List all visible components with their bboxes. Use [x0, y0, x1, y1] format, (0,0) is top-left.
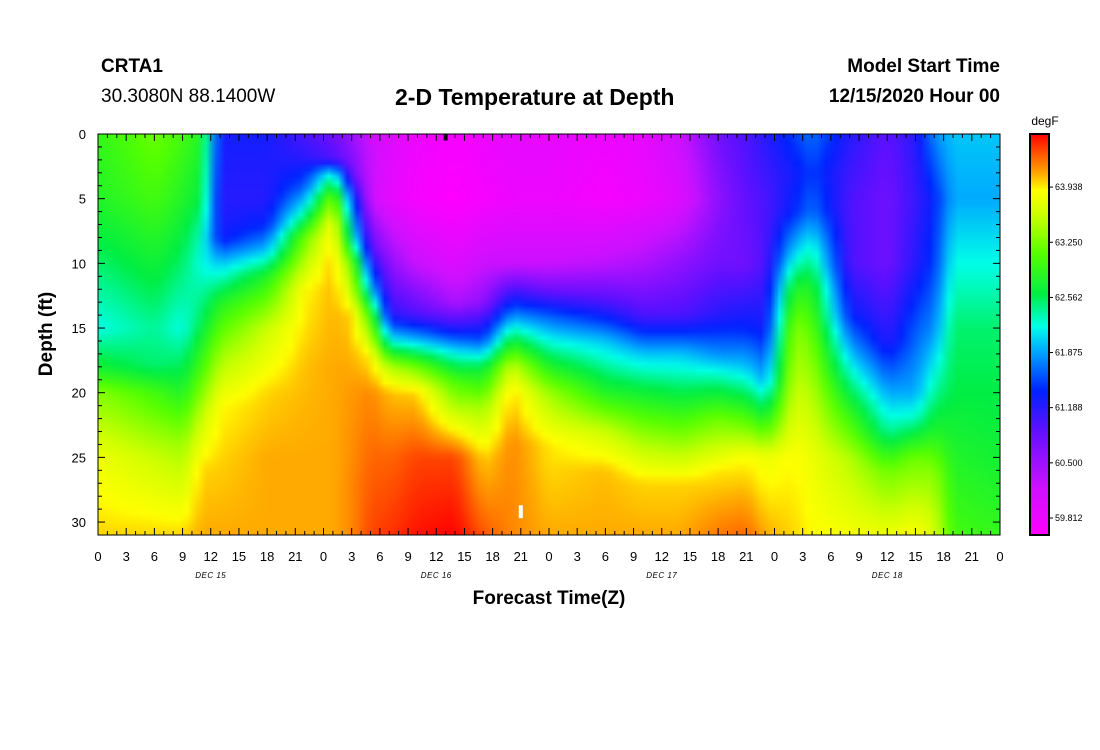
colorbar-label: 59.812 — [1055, 513, 1083, 523]
x-tick-label: 21 — [514, 549, 528, 564]
day-label: DEC 18 — [872, 571, 903, 580]
x-tick-label: 18 — [260, 549, 274, 564]
x-tick-label: 3 — [348, 549, 355, 564]
y-tick-label: 10 — [72, 256, 86, 271]
x-tick-label: 18 — [711, 549, 725, 564]
station-coordinates: 30.3080N 88.1400W — [101, 86, 276, 107]
x-tick-label: 12 — [429, 549, 443, 564]
x-tick-label: 12 — [880, 549, 894, 564]
day-label: DEC 17 — [646, 571, 677, 580]
y-axis: 0 5 10 15 20 25 30 — [72, 127, 1000, 536]
x-tick-label: 0 — [545, 549, 552, 564]
colorbar-label: 61.188 — [1055, 403, 1083, 413]
x-tick-label: 21 — [739, 549, 753, 564]
colorbar-label: 60.500 — [1055, 458, 1083, 468]
colorbar-units: degF — [1031, 114, 1058, 128]
chart-title: 2-D Temperature at Depth — [395, 84, 675, 110]
x-tick-label: 0 — [996, 549, 1003, 564]
heatmap-layer — [98, 134, 1000, 535]
x-tick-label: 6 — [151, 549, 158, 564]
x-tick-label: 15 — [232, 549, 246, 564]
x-tick-label: 21 — [288, 549, 302, 564]
x-tick-label: 6 — [376, 549, 383, 564]
x-tick-label: 9 — [630, 549, 637, 564]
day-label: DEC 16 — [421, 571, 452, 580]
y-tick-label: 30 — [72, 515, 86, 530]
colorbar-label: 61.875 — [1055, 348, 1083, 358]
colorbar: 63.938 63.250 62.562 61.875 61.188 60.500 59.8… — [1029, 133, 1083, 536]
y-tick-label: 20 — [72, 386, 86, 401]
y-tick-label: 5 — [79, 192, 86, 207]
x-tick-label: 0 — [771, 549, 778, 564]
x-axis-title: Forecast Time(Z) — [473, 588, 626, 609]
x-tick-label: 18 — [485, 549, 499, 564]
x-tick-label: 12 — [204, 549, 218, 564]
x-tick-label: 9 — [855, 549, 862, 564]
x-tick-label: 6 — [602, 549, 609, 564]
day-label: DEC 15 — [195, 571, 226, 580]
y-tick-label: 0 — [79, 127, 86, 142]
x-tick-label: 15 — [683, 549, 697, 564]
x-axis: 0 3 6 9 12 15 18 21 0 3 6 9 12 15 18 21 0 3 6 9 12 15 18 21 0 3 6 9… — [94, 134, 1004, 580]
x-tick-label: 12 — [655, 549, 669, 564]
y-tick-label: 15 — [72, 321, 86, 336]
x-tick-label: 15 — [908, 549, 922, 564]
x-tick-label: 3 — [799, 549, 806, 564]
x-tick-label: 3 — [574, 549, 581, 564]
model-start-value: 12/15/2020 Hour 00 — [828, 86, 1000, 107]
x-tick-label: 18 — [936, 549, 950, 564]
colorbar-label: 63.938 — [1055, 182, 1083, 192]
colorbar-label: 62.562 — [1055, 292, 1083, 302]
x-tick-label: 0 — [94, 549, 101, 564]
y-axis-title: Depth (ft) — [36, 292, 57, 376]
x-tick-label: 9 — [179, 549, 186, 564]
x-tick-label: 21 — [965, 549, 979, 564]
data-marker — [518, 505, 523, 519]
x-tick-label: 0 — [320, 549, 327, 564]
colorbar-label: 63.250 — [1055, 237, 1083, 247]
station-id: CRTA1 — [101, 56, 163, 77]
x-tick-label: 15 — [457, 549, 471, 564]
colorbar-gradient — [1029, 133, 1050, 536]
heatmap-image — [98, 134, 1000, 535]
x-tick-label: 9 — [404, 549, 411, 564]
model-start-label: Model Start Time — [847, 56, 1000, 77]
x-tick-label: 6 — [827, 549, 834, 564]
x-tick-label: 3 — [123, 549, 130, 564]
y-tick-label: 25 — [72, 450, 86, 465]
